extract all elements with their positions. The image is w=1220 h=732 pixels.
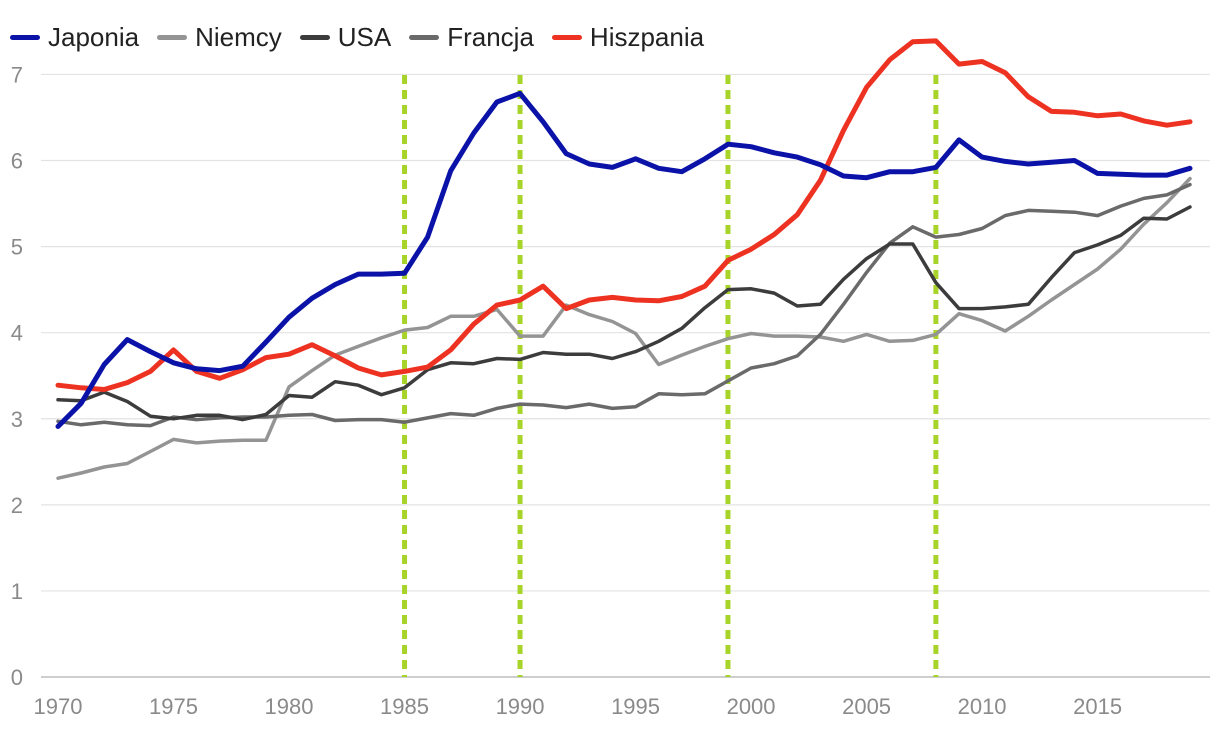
y-tick-label-2: 2 <box>11 493 23 518</box>
x-tick-label-2010: 2010 <box>958 694 1007 719</box>
legend-swatch <box>157 34 188 40</box>
series-line-hiszpania <box>55 38 1193 392</box>
chart-legend: Japonia Niemcy USA Francja Hiszpania <box>10 20 704 54</box>
series-lines <box>55 38 1193 480</box>
legend-label: Niemcy <box>195 21 282 52</box>
legend-item-niemcy: Niemcy <box>157 22 282 53</box>
y-tick-label-0: 0 <box>11 665 23 690</box>
legend-label: USA <box>337 21 392 52</box>
y-tick-label-3: 3 <box>11 407 23 432</box>
x-tick-label-1995: 1995 <box>611 694 660 719</box>
legend-swatch <box>10 34 40 40</box>
x-tick-label-1975: 1975 <box>149 694 198 719</box>
y-tick-label-1: 1 <box>11 579 23 604</box>
x-tick-label-1970: 1970 <box>34 694 83 719</box>
legend-label: Francja <box>447 21 534 52</box>
y-tick-label-5: 5 <box>11 235 23 260</box>
x-tick-label-2015: 2015 <box>1073 694 1122 719</box>
x-tick-label-2005: 2005 <box>842 694 891 719</box>
y-axis-tick-labels: 0 1 2 3 4 5 6 7 <box>11 62 23 690</box>
legend-swatch <box>409 34 440 40</box>
series-line-usa <box>56 205 1192 422</box>
y-tick-label-6: 6 <box>11 149 23 174</box>
x-tick-label-1980: 1980 <box>265 694 314 719</box>
legend-swatch <box>299 34 330 40</box>
legend-label: Japonia <box>48 21 140 52</box>
x-tick-label-1985: 1985 <box>380 694 429 719</box>
annotation-lines <box>402 75 939 677</box>
x-tick-label-2000: 2000 <box>727 694 776 719</box>
x-tick-label-1990: 1990 <box>496 694 545 719</box>
legend-swatch <box>551 34 582 40</box>
legend-item-francja: Francja <box>409 22 534 53</box>
legend-item-hiszpania: Hiszpania <box>551 21 705 53</box>
series-line-japonia <box>55 90 1193 429</box>
legend-item-japonia: Japonia <box>10 22 139 53</box>
y-tick-label-4: 4 <box>11 321 23 346</box>
series-line-niemcy <box>56 176 1192 480</box>
legend-item-usa: USA <box>299 21 392 53</box>
x-axis-tick-labels: 1970 1975 1980 1985 1990 1995 2000 2005 2010 2015 <box>34 694 1123 719</box>
legend-label: Hiszpania <box>589 21 705 52</box>
y-tick-label-7: 7 <box>11 62 23 87</box>
